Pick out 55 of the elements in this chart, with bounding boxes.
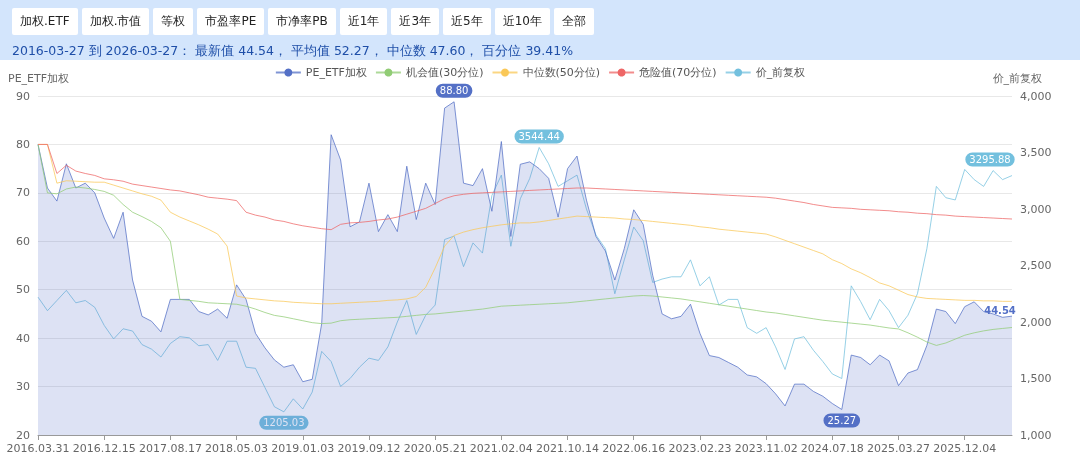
x-tick-label: 2023.11.02 [734, 442, 798, 455]
legend-label: 机会值(30分位) [405, 66, 484, 79]
line-series [37, 143, 1013, 231]
text: 近1年 [339, 8, 388, 35]
data-label: 88.80 [439, 85, 469, 97]
x-tick-label: 2020.05.21 [403, 442, 467, 455]
text: 等权 [153, 8, 194, 35]
legend-label: 中位数(50分位) [522, 66, 601, 79]
y2-axis-title: 价_前复权 [991, 72, 1042, 85]
x-tick-label: 2024.07.18 [800, 442, 864, 455]
text: 全部 [553, 8, 594, 35]
y2-tick-label: 2,500 [1020, 259, 1052, 272]
text: 加权.ETF [12, 8, 78, 35]
x-tick-label: 2016.03.31 [6, 442, 70, 455]
data-label: 3544.44 [518, 130, 560, 142]
y-axis-title: PE_ETF加权 [8, 72, 70, 85]
y2-tick-label: 4,000 [1020, 89, 1052, 103]
y2-tick-label: 2,000 [1020, 315, 1052, 329]
x-tick-label: 2017.08.17 [138, 442, 202, 455]
text: 市盈率PE [197, 8, 265, 35]
x-tick-label: 2021.10.14 [536, 442, 600, 455]
data-label: 1205.03 [263, 417, 305, 429]
y2-tick-label: 1,000 [1020, 428, 1052, 442]
y-tick-label: 70 [16, 186, 30, 200]
y-tick-label: 60 [16, 234, 30, 248]
x-tick-label: 2016.12.15 [72, 442, 136, 455]
x-tick-label: 2022.06.16 [602, 442, 666, 455]
x-tick-label: 2018.05.03 [205, 442, 269, 455]
x-tick-label: 2021.02.04 [469, 442, 533, 455]
text: 市净率PB [268, 8, 336, 35]
data-label: 25.27 [827, 414, 857, 426]
legend-label: 危险值(70分位) [639, 66, 717, 79]
y2-tick-label: 3,500 [1020, 146, 1052, 159]
y-tick-label: 90 [16, 89, 30, 103]
data-label: 3295.88 [969, 154, 1011, 166]
chart-subtitle: 2016-03-27 到 2026-03-27： 最新值 44.54， 平均值 52.27， 中位数 47.60， 百分位 39.41% [12, 43, 575, 60]
x-tick-label: 2023.02.23 [668, 442, 732, 455]
y-tick-label: 20 [16, 428, 30, 442]
text: 加权.市值 [81, 8, 150, 35]
x-tick-label: 2025.12.04 [933, 442, 997, 455]
y-tick-label: 50 [16, 283, 30, 297]
y-tick-label: 30 [16, 380, 30, 394]
y2-tick-label: 1,500 [1020, 372, 1052, 385]
x-tick-label: 2019.09.12 [337, 442, 401, 455]
x-tick-label: 2025.03.27 [867, 442, 931, 455]
y2-tick-label: 3,000 [1020, 202, 1052, 216]
y-tick-label: 40 [16, 331, 30, 345]
legend-label: 价_前复权 [754, 66, 806, 79]
text: 近3年 [391, 8, 440, 35]
y-tick-label: 80 [16, 137, 30, 151]
text: 近5年 [443, 8, 491, 35]
legend-label: PE_ETF加权 [305, 66, 367, 79]
x-tick-label: 2019.01.03 [271, 442, 335, 455]
text: 近10年 [494, 8, 550, 35]
data-label: 44.54 [984, 304, 1016, 316]
